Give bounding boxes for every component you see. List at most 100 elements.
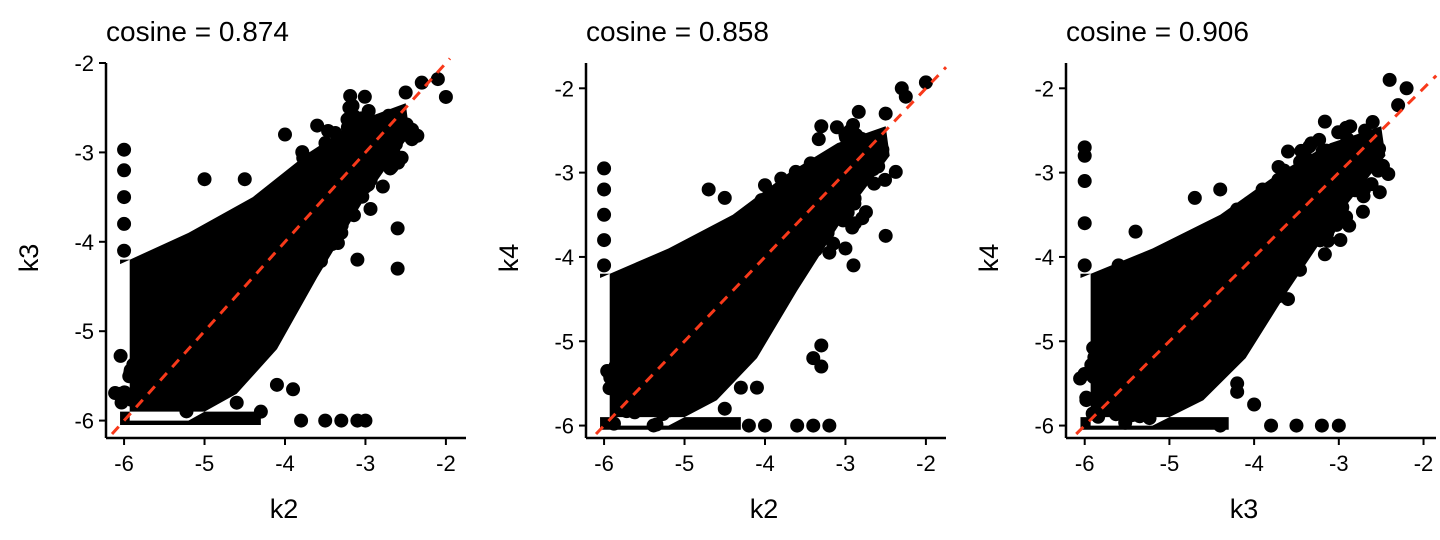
cloud-point xyxy=(649,417,664,432)
cloud-point xyxy=(1297,160,1312,175)
cloud-point xyxy=(742,204,757,219)
cloud-point xyxy=(787,170,802,185)
y-axis-ticks: -6 -5 -4 -3 -2 xyxy=(554,76,586,439)
y-tick-label: -4 xyxy=(554,245,574,270)
scatter-point xyxy=(717,401,732,416)
scatter-point xyxy=(358,172,373,187)
cloud-point xyxy=(1268,283,1283,298)
cloud-point xyxy=(375,128,390,143)
cloud-point xyxy=(1320,201,1335,216)
cloud-point xyxy=(1122,377,1137,392)
cloud-point xyxy=(712,360,727,375)
cloud-point xyxy=(754,199,769,214)
cloud-point xyxy=(258,251,273,266)
cloud-point xyxy=(742,254,757,269)
cloud-point xyxy=(1329,154,1344,169)
scatter-point xyxy=(854,131,869,146)
cloud-point xyxy=(810,168,825,183)
scatter-point xyxy=(806,418,821,433)
cloud-point xyxy=(130,348,145,363)
x-tick-label: -3 xyxy=(356,451,376,476)
scatter-points xyxy=(117,72,453,428)
cloud-point xyxy=(226,267,241,282)
scatter-point xyxy=(637,351,652,366)
cloud-point xyxy=(788,266,803,281)
cloud-point xyxy=(292,214,307,229)
y-tick-label: -3 xyxy=(1034,161,1054,186)
cloud-point xyxy=(634,333,649,348)
cloud-point xyxy=(1079,390,1094,405)
cloud-point xyxy=(767,226,782,241)
cloud-point xyxy=(1167,315,1182,330)
cloud-point xyxy=(657,339,672,354)
scatter-point xyxy=(1128,224,1143,239)
cloud-point xyxy=(1304,136,1319,151)
cloud-point xyxy=(190,278,205,293)
scatter-point xyxy=(918,75,933,90)
cloud-point xyxy=(794,231,809,246)
cloud-point xyxy=(374,156,389,171)
x-axis-title: k3 xyxy=(1230,494,1259,524)
scatter-point xyxy=(229,368,244,383)
cloud-point xyxy=(668,309,683,324)
cloud-point xyxy=(1156,300,1171,315)
scatter-point xyxy=(814,338,829,353)
cloud-point xyxy=(123,363,138,378)
scatter-point xyxy=(878,106,893,121)
y-tick-label: -2 xyxy=(554,76,574,101)
cloud-point xyxy=(1263,199,1278,214)
cloud-point xyxy=(332,213,347,228)
cloud-point xyxy=(1084,357,1099,372)
cloud-point xyxy=(680,391,695,406)
y-axis-title: k4 xyxy=(494,244,524,273)
panel-k2-vs-k3: cosine = 0.874 -6 -5 -4 -3 -2 -6-5-4-3-2 k2 … xyxy=(14,16,466,524)
scatter-point xyxy=(790,418,805,433)
scatter-point xyxy=(1340,131,1355,146)
scatter-point xyxy=(1331,418,1346,433)
scatter-point xyxy=(1289,418,1304,433)
scatter-point xyxy=(1297,148,1312,163)
cloud-point xyxy=(804,228,819,243)
cloud-point xyxy=(312,216,327,231)
scatter-point xyxy=(157,342,172,357)
scatter-point xyxy=(597,233,612,248)
cloud-point xyxy=(782,191,797,206)
scatter-point xyxy=(1077,148,1092,163)
y-tick-label: -5 xyxy=(554,329,574,354)
scatter-point xyxy=(1120,351,1135,366)
cloud-point xyxy=(826,162,841,177)
scatter-point xyxy=(878,228,893,243)
cloud-point xyxy=(851,104,866,119)
scatter-point xyxy=(1281,292,1295,307)
cloud-point xyxy=(1206,331,1221,346)
scatter-point xyxy=(117,216,132,231)
y-tick-label: -5 xyxy=(1034,329,1054,354)
cloud-point xyxy=(1097,368,1112,383)
scatter-point xyxy=(1077,258,1092,273)
cloud-point xyxy=(352,142,367,157)
x-tick-label: -2 xyxy=(436,451,456,476)
cloud-point xyxy=(295,145,310,160)
cloud-point xyxy=(1371,163,1386,178)
cloud-point xyxy=(1355,204,1370,219)
scatter-point xyxy=(342,100,357,115)
cloud-point xyxy=(336,187,351,202)
cloud-point xyxy=(250,202,265,217)
cloud-point xyxy=(297,179,312,194)
scatter-point xyxy=(253,404,268,419)
cloud-point xyxy=(602,381,617,396)
cloud-point xyxy=(1108,407,1123,422)
scatter-point xyxy=(757,418,772,433)
cloud-point xyxy=(1107,341,1122,356)
x-tick-label: -6 xyxy=(594,451,614,476)
cloud-point xyxy=(113,348,128,363)
cloud-point xyxy=(685,343,700,358)
cloud-point xyxy=(767,199,782,214)
panel-title: cosine = 0.874 xyxy=(106,16,289,47)
cloud-point xyxy=(257,316,272,331)
cloud-point xyxy=(661,381,676,396)
y-axis-ticks: -6 -5 -4 -3 -2 xyxy=(74,51,106,434)
cloud-point xyxy=(232,239,247,254)
cloud-point xyxy=(687,279,702,294)
